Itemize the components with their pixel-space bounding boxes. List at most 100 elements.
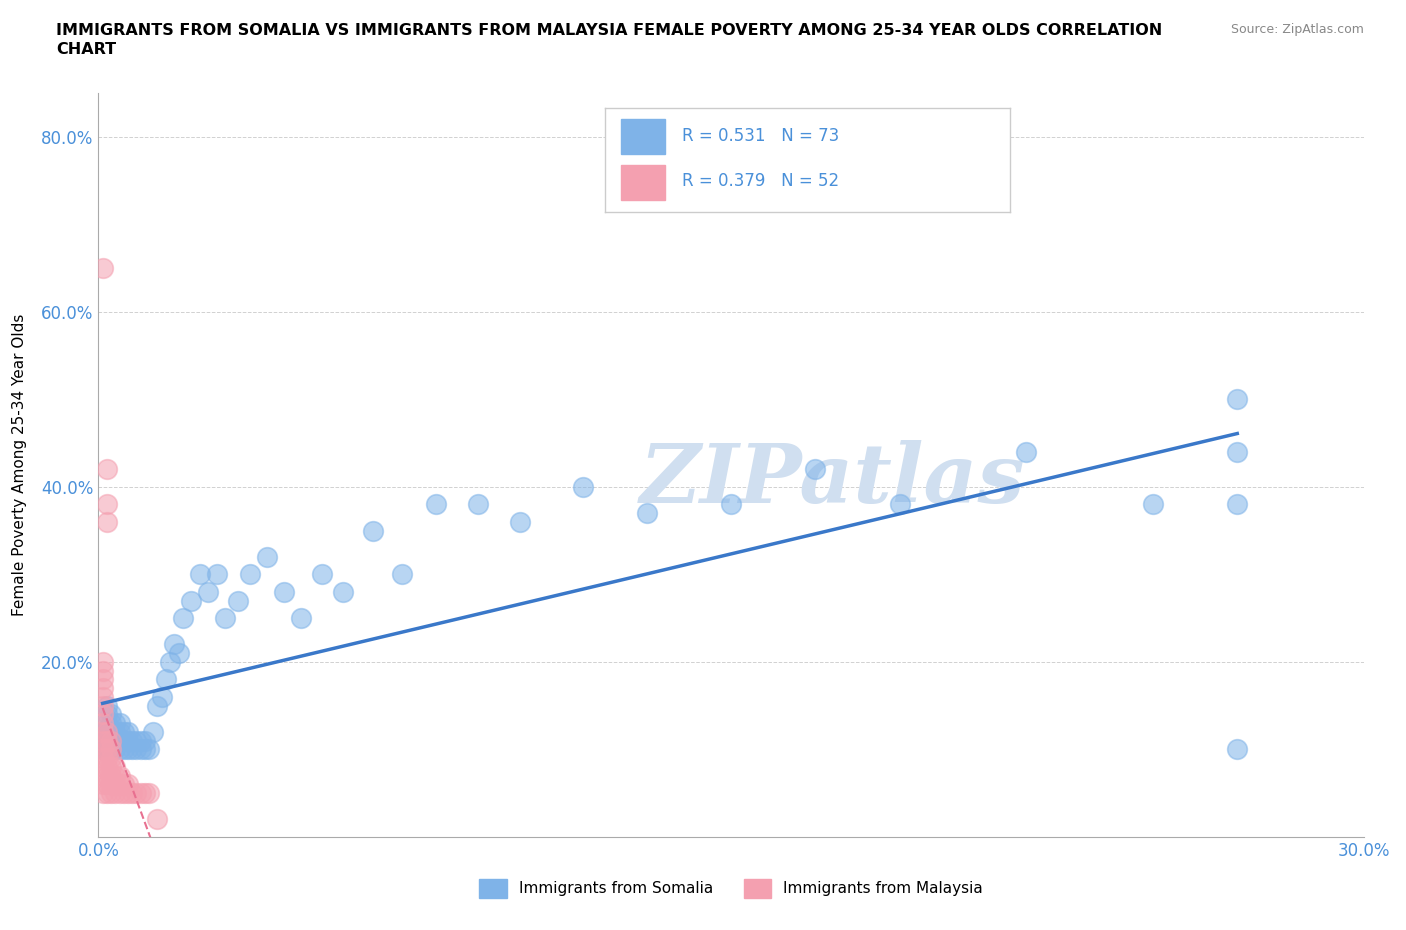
Point	[108, 786, 131, 801]
Point	[91, 768, 114, 783]
Point	[96, 716, 118, 731]
Point	[91, 733, 114, 748]
Point	[129, 733, 152, 748]
Point	[100, 742, 122, 757]
Point	[121, 742, 143, 757]
Point	[134, 733, 156, 748]
Point	[91, 672, 114, 687]
Point	[1142, 497, 1164, 512]
Text: CHART: CHART	[56, 42, 117, 57]
Point	[91, 698, 114, 713]
Point	[91, 707, 114, 722]
Point	[636, 506, 658, 521]
Point	[91, 742, 114, 757]
Point	[180, 593, 202, 608]
Point	[150, 689, 173, 704]
Text: Source: ZipAtlas.com: Source: ZipAtlas.com	[1230, 23, 1364, 36]
Point	[112, 777, 135, 792]
Point	[125, 786, 148, 801]
Point	[172, 611, 194, 626]
Point	[146, 812, 169, 827]
Point	[117, 777, 139, 792]
Point	[188, 567, 211, 582]
Point	[96, 777, 118, 792]
Point	[100, 733, 122, 748]
Point	[425, 497, 447, 512]
Point	[117, 733, 139, 748]
Point	[96, 768, 118, 783]
Text: IMMIGRANTS FROM SOMALIA VS IMMIGRANTS FROM MALAYSIA FEMALE POVERTY AMONG 25-34 Y: IMMIGRANTS FROM SOMALIA VS IMMIGRANTS FR…	[56, 23, 1163, 38]
Point	[96, 497, 118, 512]
Point	[146, 698, 169, 713]
Point	[91, 724, 114, 739]
Point	[104, 742, 127, 757]
Point	[104, 760, 127, 775]
Point	[159, 655, 181, 670]
Point	[720, 497, 742, 512]
Point	[1226, 392, 1249, 406]
Point	[96, 462, 118, 477]
Point	[197, 584, 219, 599]
Point	[96, 724, 118, 739]
Point	[91, 681, 114, 696]
Point	[125, 742, 148, 757]
Point	[96, 742, 118, 757]
Point	[100, 786, 122, 801]
Point	[100, 742, 122, 757]
Point	[163, 637, 186, 652]
Point	[96, 724, 118, 739]
Point	[117, 742, 139, 757]
Point	[96, 786, 118, 801]
Point	[1226, 445, 1249, 459]
Point	[96, 742, 118, 757]
Legend: Immigrants from Somalia, Immigrants from Malaysia: Immigrants from Somalia, Immigrants from…	[472, 873, 990, 904]
Point	[100, 707, 122, 722]
Point	[91, 742, 114, 757]
Point	[100, 751, 122, 765]
Point	[239, 567, 262, 582]
Point	[332, 584, 354, 599]
Point	[108, 724, 131, 739]
Point	[100, 724, 122, 739]
Point	[361, 524, 384, 538]
Point	[121, 733, 143, 748]
Point	[108, 777, 131, 792]
Point	[125, 733, 148, 748]
Point	[112, 786, 135, 801]
Point	[96, 514, 118, 529]
Point	[91, 751, 114, 765]
Point	[138, 786, 160, 801]
Point	[108, 716, 131, 731]
Point	[117, 724, 139, 739]
Y-axis label: Female Poverty Among 25-34 Year Olds: Female Poverty Among 25-34 Year Olds	[13, 313, 27, 617]
Point	[91, 689, 114, 704]
Point	[804, 462, 827, 477]
Point	[100, 760, 122, 775]
Point	[205, 567, 228, 582]
Point	[572, 480, 595, 495]
Point	[104, 716, 127, 731]
Point	[509, 514, 531, 529]
Point	[96, 733, 118, 748]
Point	[100, 716, 122, 731]
Point	[104, 733, 127, 748]
Point	[91, 777, 114, 792]
Point	[100, 733, 122, 748]
Point	[117, 786, 139, 801]
Point	[91, 760, 114, 775]
Point	[112, 724, 135, 739]
Point	[134, 742, 156, 757]
Point	[889, 497, 911, 512]
Point	[91, 724, 114, 739]
Point	[138, 742, 160, 757]
Point	[96, 760, 118, 775]
Point	[214, 611, 236, 626]
Point	[104, 777, 127, 792]
Point	[91, 733, 114, 748]
Point	[273, 584, 295, 599]
Point	[112, 733, 135, 748]
Point	[91, 260, 114, 275]
Point	[142, 724, 165, 739]
Point	[167, 645, 190, 660]
Point	[91, 716, 114, 731]
